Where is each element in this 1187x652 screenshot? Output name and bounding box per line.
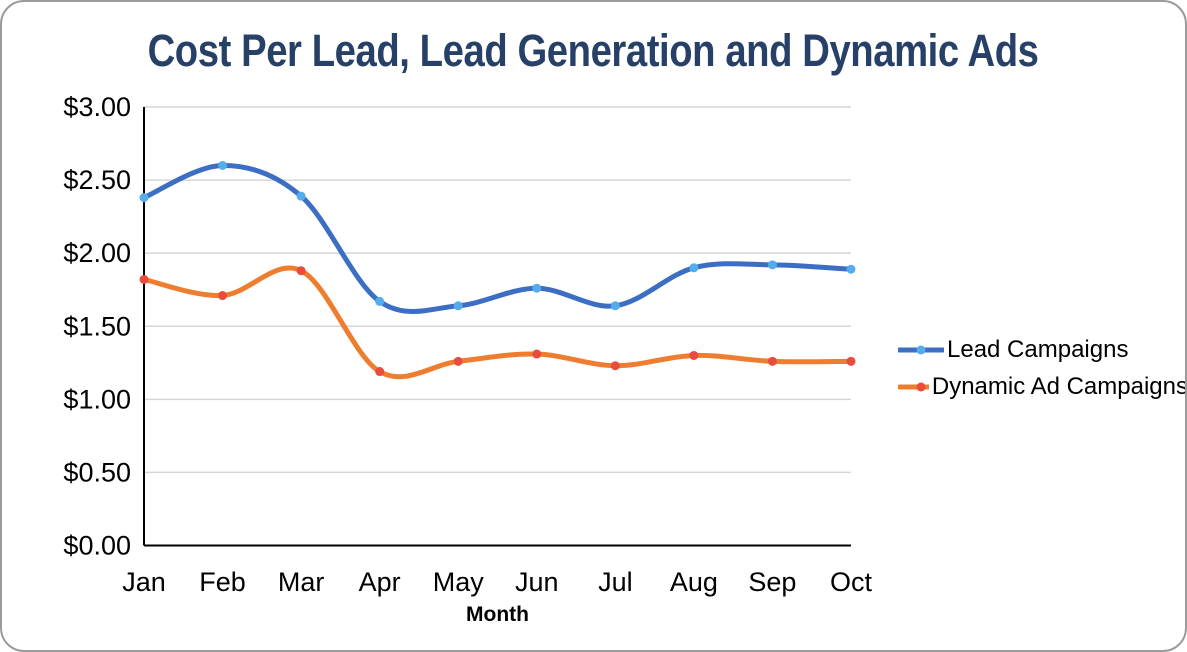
y-axis-tick-label: $3.00 <box>63 92 131 122</box>
x-axis-tick-label: Jul <box>598 567 633 597</box>
data-point-marker-lead-campaigns <box>218 160 228 170</box>
x-axis-tick-label: Jan <box>122 567 166 597</box>
data-point-marker-lead-campaigns <box>139 193 149 203</box>
y-axis-tick-label: $1.00 <box>63 384 131 414</box>
x-axis-tick-label: Oct <box>830 567 873 597</box>
data-point-marker-dynamic-ad-campaigns <box>218 291 228 301</box>
data-point-marker-dynamic-ad-campaigns <box>846 356 856 366</box>
legend-swatch-dynamic-ad-campaigns <box>898 382 929 391</box>
legend-swatch-lead-campaigns <box>898 345 944 354</box>
series-line-dynamic-ad-campaigns <box>141 265 854 380</box>
data-point-marker-lead-campaigns <box>767 260 777 270</box>
chart-title: Cost Per Lead, Lead Generation and Dynam… <box>2 24 1185 78</box>
chart-legend: Lead Campaigns Dynamic Ad Campaigns <box>898 331 1187 405</box>
data-point-marker-dynamic-ad-campaigns <box>610 361 620 371</box>
data-point-marker-dynamic-ad-campaigns <box>296 266 306 276</box>
chart-title-text: Cost Per Lead, Lead Generation and Dynam… <box>148 25 1039 76</box>
legend-label: Lead Campaigns <box>947 335 1129 363</box>
y-axis-tick-label: $0.00 <box>63 531 131 561</box>
data-point-marker-dynamic-ad-campaigns <box>689 350 699 360</box>
x-axis-tick-label: Mar <box>278 567 325 597</box>
data-point-marker-lead-campaigns <box>453 301 463 311</box>
data-point-marker-lead-campaigns <box>846 264 856 274</box>
data-point-marker-lead-campaigns <box>296 191 306 201</box>
series-line-lead-campaigns <box>141 162 854 314</box>
data-point-marker-dynamic-ad-campaigns <box>375 367 385 377</box>
data-point-marker-dynamic-ad-campaigns <box>767 356 777 366</box>
legend-item-lead-campaigns: Lead Campaigns <box>898 331 1185 368</box>
data-point-marker-lead-campaigns <box>532 283 542 293</box>
x-axis-tick-label: Feb <box>199 567 246 597</box>
y-axis-tick-label: $2.00 <box>63 238 131 268</box>
x-axis-tick-label: Aug <box>670 567 718 597</box>
data-point-marker-dynamic-ad-campaigns <box>139 274 149 284</box>
x-axis-tick-label: Apr <box>359 567 401 597</box>
y-axis-tick-label: $0.50 <box>63 457 131 487</box>
data-point-marker-lead-campaigns <box>689 263 699 273</box>
y-axis-tick-label: $2.50 <box>63 165 131 195</box>
data-point-marker-lead-campaigns <box>375 296 385 306</box>
data-point-marker-lead-campaigns <box>610 301 620 311</box>
x-axis-tick-label: May <box>433 567 485 597</box>
data-point-marker-dynamic-ad-campaigns <box>532 349 542 359</box>
x-axis-tick-label: Sep <box>748 567 796 597</box>
y-axis-tick-label: $1.50 <box>63 311 131 341</box>
legend-item-dynamic-ad-campaigns: Dynamic Ad Campaigns <box>898 368 1187 405</box>
data-point-marker-dynamic-ad-campaigns <box>453 356 463 366</box>
x-axis-tick-label: Jun <box>515 567 559 597</box>
legend-label: Dynamic Ad Campaigns <box>931 372 1187 400</box>
x-axis-title: Month <box>466 603 529 626</box>
